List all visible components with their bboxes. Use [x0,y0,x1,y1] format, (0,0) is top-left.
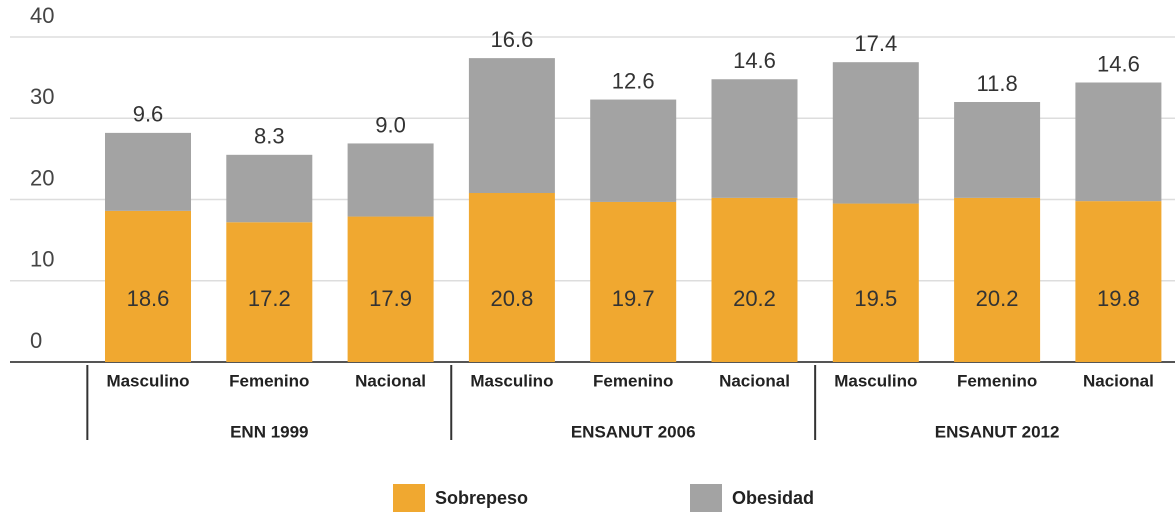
group-label: ENSANUT 2006 [571,422,696,441]
x-tick-label: Femenino [229,371,309,390]
data-label: 14.6 [733,48,776,73]
bar-segment [347,216,434,362]
data-label: 9.6 [133,102,164,127]
bar-segment [711,79,798,198]
legend-swatch [393,484,425,512]
bar-segment [468,193,555,362]
legend-swatch [690,484,722,512]
data-label: 17.9 [369,286,412,311]
data-label: 16.6 [490,27,533,52]
data-label: 17.2 [248,286,291,311]
group-label: ENN 1999 [230,422,308,441]
legend-label: Sobrepeso [435,488,528,508]
x-tick-label: Masculino [106,371,189,390]
x-tick-label: Masculino [834,371,917,390]
data-label: 19.5 [854,286,897,311]
group-label: ENSANUT 2012 [935,422,1060,441]
x-tick-label: Nacional [355,371,426,390]
x-tick-label: Masculino [470,371,553,390]
data-label: 8.3 [254,124,285,149]
bar-segment [954,102,1041,198]
bar-segment [590,99,677,202]
data-label: 12.6 [612,68,655,93]
bar-segment [711,197,798,362]
bar-segment [1075,82,1162,202]
data-label: 18.6 [127,286,170,311]
bar-segment [832,203,919,362]
data-label: 19.7 [612,286,655,311]
y-tick-label: 20 [30,165,54,190]
data-label: 20.2 [733,286,776,311]
data-label: 17.4 [854,31,897,56]
data-label: 9.0 [375,112,406,137]
x-tick-label: Femenino [593,371,673,390]
bar-segment [1075,201,1162,362]
bar-segment [954,197,1041,362]
data-label: 20.8 [490,286,533,311]
bar-segment [105,210,191,362]
data-label: 14.6 [1097,51,1140,76]
x-tick-label: Femenino [957,371,1037,390]
x-tick-label: Nacional [719,371,790,390]
data-label: 19.8 [1097,286,1140,311]
y-tick-label: 10 [30,247,54,272]
legend-label: Obesidad [732,488,814,508]
bar-segment [226,222,313,362]
bar-segment [468,58,555,193]
y-tick-label: 30 [30,84,54,109]
y-tick-label: 0 [30,328,42,353]
bar-segment [105,132,191,211]
y-tick-label: 40 [30,3,54,28]
bar-segment [832,62,919,204]
bar-segment [347,143,434,217]
data-label: 20.2 [976,286,1019,311]
data-label: 11.8 [977,71,1018,96]
bar-segment [226,154,313,223]
x-tick-label: Nacional [1083,371,1154,390]
bar-segment [590,201,677,362]
